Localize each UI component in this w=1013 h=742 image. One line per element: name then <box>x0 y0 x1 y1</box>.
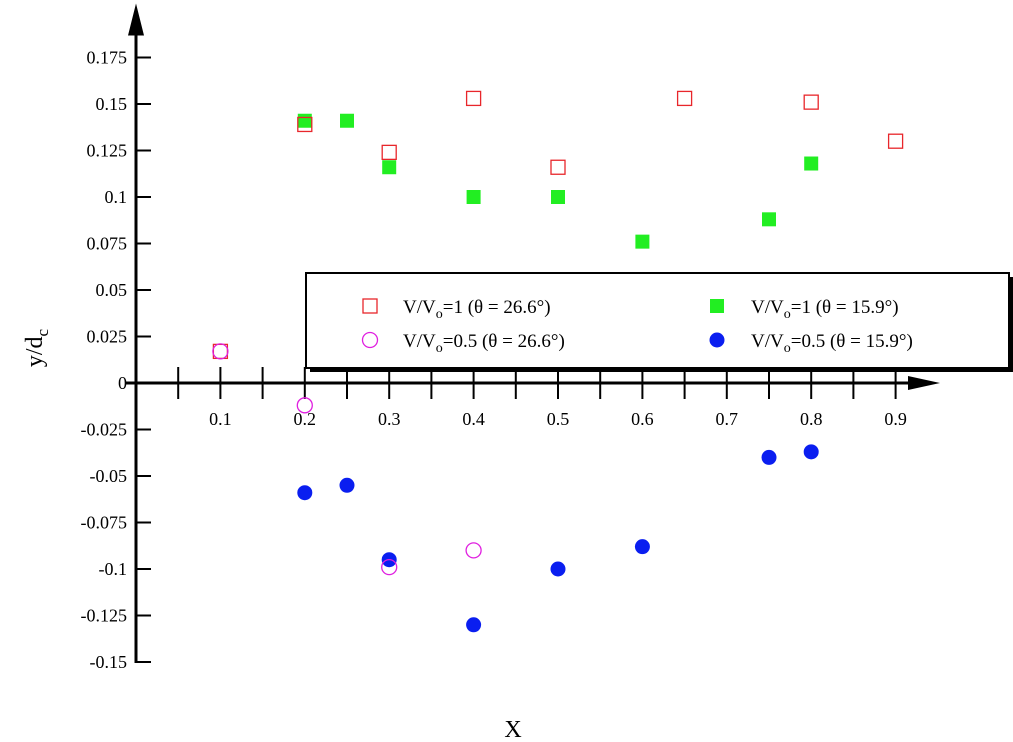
x-tick-label: 0.1 <box>209 409 232 429</box>
legend-entry-text: V/V <box>403 297 436 318</box>
data-point <box>762 212 776 227</box>
data-point <box>804 156 819 171</box>
y-tick-label: 0.05 <box>96 280 128 300</box>
y-tick-label: -0.1 <box>99 559 128 579</box>
series-4-points <box>297 444 819 633</box>
legend-entry-text: =0.5 (θ = 26.6°) <box>443 331 565 352</box>
y-tick-label: 0.1 <box>105 187 128 207</box>
data-point <box>887 133 904 149</box>
data-point <box>676 90 693 107</box>
series-2-points <box>297 113 819 249</box>
data-point <box>761 449 777 465</box>
axes <box>126 3 940 663</box>
legend-entry: V/Vo=1 (θ = 26.6°) <box>403 297 551 322</box>
legend-entry-subscript: o <box>436 341 443 356</box>
legend-entry-text: =1 (θ = 15.9°) <box>791 297 899 318</box>
y-tick-label: -0.125 <box>81 606 128 626</box>
y-tick-label: 0.175 <box>87 48 128 68</box>
x-axis-title: X <box>504 717 521 742</box>
legend: V/Vo=1 (θ = 26.6°) V/Vo=1 (θ = 15.9°)V/Vo… <box>305 272 1013 372</box>
legend-entry-text: V/V <box>403 331 436 352</box>
data-point <box>465 90 482 107</box>
y-tick-label: 0.025 <box>87 327 128 347</box>
legend-entry-subscript: o <box>784 341 791 356</box>
y-tick-label: 0.075 <box>87 234 128 254</box>
y-tick-label: 0 <box>118 373 127 393</box>
y-tick-label: -0.15 <box>90 652 128 672</box>
legend-entry: V/Vo=0.5 (θ = 26.6°) <box>403 331 565 356</box>
y-tick-label: 0.15 <box>96 94 128 114</box>
legend-entry-text: V/V <box>751 297 784 318</box>
data-point <box>297 116 313 133</box>
legend-entry: V/Vo=1 (θ = 15.9°) <box>751 297 899 322</box>
data-point <box>466 617 482 633</box>
data-point <box>212 343 229 360</box>
data-point <box>339 477 355 493</box>
legend-marker <box>361 331 379 349</box>
x-tick-label: 0.7 <box>716 409 739 429</box>
series-3-points <box>212 343 482 576</box>
data-point <box>381 558 398 576</box>
y-tick-label: -0.05 <box>90 466 128 486</box>
data-points <box>212 90 904 633</box>
legend-entry: V/Vo=0.5 (θ = 15.9°) <box>751 331 913 356</box>
data-point <box>381 144 397 161</box>
x-tick-label: 0.4 <box>462 409 485 429</box>
x-tick-label: 0.2 <box>294 409 317 429</box>
y-tick-label: -0.025 <box>81 420 128 440</box>
data-point <box>297 113 312 128</box>
legend-marker <box>709 332 725 348</box>
legend-entry-text: =1 (θ = 26.6°) <box>443 297 551 318</box>
data-point <box>297 485 313 501</box>
data-point <box>634 539 650 555</box>
legend-box <box>305 272 1010 369</box>
legend-entry-subscript: o <box>436 307 443 322</box>
y-axis-title-main: y/d <box>22 336 48 367</box>
data-point <box>803 94 819 110</box>
legend-entry-subscript: o <box>784 307 791 322</box>
legend-entry-text: =0.5 (θ = 15.9°) <box>791 331 913 352</box>
data-point <box>296 397 313 414</box>
legend-marker <box>362 298 378 314</box>
y-tick-label: 0.125 <box>87 141 128 161</box>
x-tick-label: 0.6 <box>631 409 654 429</box>
y-axis-arrowhead <box>128 3 144 36</box>
x-tick-label: 0.3 <box>378 409 401 429</box>
data-point <box>466 190 481 204</box>
tick-labels: 0.175 0.15 0.125 0.1 0.075 0.05 0.025 0 -0.025 -0… <box>81 48 907 673</box>
data-point <box>550 159 566 175</box>
data-point <box>382 160 397 175</box>
x-axis-arrowhead <box>908 376 940 390</box>
data-point <box>465 542 482 559</box>
legend-entry-text: V/V <box>751 331 784 352</box>
x-tick-label: 0.8 <box>800 409 823 429</box>
data-point <box>340 113 354 128</box>
y-axis-title-subscript: c <box>33 328 52 336</box>
data-point <box>551 190 565 204</box>
legend-marker <box>710 299 724 313</box>
tick-marks <box>136 56 897 663</box>
x-tick-label: 0.5 <box>547 409 570 429</box>
data-point <box>635 234 650 249</box>
data-point <box>803 444 819 460</box>
x-tick-label: 0.9 <box>884 409 907 429</box>
y-tick-label: -0.075 <box>81 513 128 533</box>
data-point <box>550 561 566 577</box>
y-axis-title: y/dc <box>22 328 52 367</box>
